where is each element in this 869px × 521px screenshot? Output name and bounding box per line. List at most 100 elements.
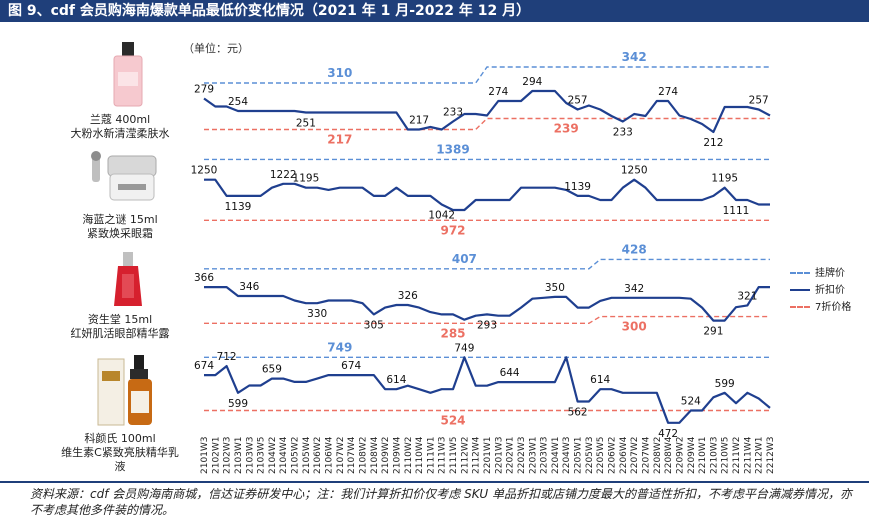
data-label: 326	[398, 290, 418, 302]
data-label: 350	[545, 282, 565, 294]
product-desc: 紧致焕采眼霜	[87, 227, 153, 240]
data-label: 346	[239, 281, 259, 293]
data-label: 524	[681, 396, 701, 408]
legend-swatch	[790, 306, 810, 308]
data-label: 659	[262, 364, 282, 376]
data-label: 217	[409, 115, 429, 127]
data-label: 712	[217, 351, 237, 363]
data-label: 285	[440, 326, 465, 340]
data-label: 1139	[564, 181, 591, 193]
x-tick-label: 2106W4	[325, 436, 335, 474]
data-label: 614	[590, 374, 610, 386]
product-desc: 红妍肌活眼部精华露	[70, 327, 170, 340]
data-label: 305	[364, 319, 384, 331]
product-label-lamer: 海蓝之谜 15ml 紧致焕采眼霜	[60, 213, 180, 241]
x-tick-label: 2207W2	[630, 436, 640, 474]
x-tick-label: 2105W2	[291, 436, 301, 474]
data-label: 294	[522, 76, 542, 88]
data-label: 1195	[711, 173, 738, 185]
x-tick-label: 2202W3	[517, 436, 527, 474]
legend-label: 7折价格	[815, 302, 852, 313]
legend-item-discount: 折扣价	[790, 281, 845, 296]
serum-box-icon	[97, 355, 152, 426]
x-tick-label: 2205W3	[585, 436, 595, 474]
x-tick-label: 2103W3	[245, 436, 255, 474]
list-price-line	[204, 66, 770, 84]
discount-price-line	[204, 286, 770, 322]
source-note: 资料来源：cdf 会员购海南商城，信达证券研发中心；注：我们计算折扣价仅考虑 S…	[0, 481, 869, 521]
legend-label: 折扣价	[815, 285, 845, 296]
x-tick-label: 2105W4	[302, 436, 312, 474]
data-label: 233	[443, 107, 463, 119]
x-tick-label: 2210W1	[698, 436, 708, 474]
discount-price-line	[204, 356, 771, 424]
x-tick-label: 2107W4	[347, 436, 357, 474]
x-tick-label: 2109W4	[392, 436, 402, 474]
legend-item-list: 挂牌价	[790, 264, 845, 279]
data-label: 1195	[293, 173, 320, 185]
product-desc: 维生素C紧致亮肤精华乳液	[61, 446, 179, 473]
data-label: 1111	[723, 205, 750, 217]
product-desc: 大粉水新清滢柔肤水	[70, 127, 170, 140]
toner-bottle-icon	[113, 42, 143, 107]
data-label: 614	[386, 374, 406, 386]
product-name: 资生堂 15ml	[87, 313, 153, 326]
x-tick-label: 2205W5	[596, 436, 606, 474]
data-label: 274	[658, 86, 678, 98]
x-tick-label: 2111W1	[426, 436, 436, 474]
data-label: 524	[440, 414, 465, 428]
x-tick-label: 2211W2	[732, 436, 742, 474]
data-label: 233	[613, 127, 633, 139]
data-label: 212	[703, 137, 723, 149]
data-label: 239	[554, 122, 579, 136]
data-label: 321	[737, 290, 757, 302]
x-tick-label: 2206W2	[608, 436, 618, 474]
data-label: 293	[477, 319, 497, 331]
serum-bottle-icon	[114, 252, 142, 306]
data-label: 330	[307, 308, 327, 320]
product-label-lancome: 兰蔻 400ml 大粉水新清滢柔肤水	[60, 113, 180, 141]
data-label: 1389	[436, 142, 469, 156]
x-tick-label: 2210W3	[709, 436, 719, 474]
legend-swatch	[790, 272, 810, 274]
data-label: 1250	[621, 165, 648, 177]
data-label: 562	[568, 407, 588, 419]
x-tick-label: 2202W1	[506, 436, 516, 474]
legend-label: 挂牌价	[815, 268, 845, 279]
x-tick-label: 2101W3	[200, 436, 210, 474]
data-label: 599	[228, 398, 248, 410]
data-label: 366	[194, 272, 214, 284]
data-label: 291	[703, 326, 723, 338]
data-label: 674	[341, 360, 361, 372]
data-label: 342	[624, 283, 644, 295]
x-tick-label: 2106W2	[313, 436, 323, 474]
product-name: 海蓝之谜 15ml	[82, 213, 158, 226]
x-tick-label: 2110W2	[404, 436, 414, 474]
list-price-line	[204, 258, 770, 270]
data-label: 279	[194, 84, 214, 96]
x-tick-label: 2211W4	[743, 436, 753, 474]
x-tick-label: 2203W1	[528, 436, 538, 474]
product-name: 兰蔻 400ml	[89, 113, 151, 126]
x-tick-label: 2208W2	[653, 436, 663, 474]
data-label: 310	[327, 66, 352, 80]
x-tick-label: 2102W3	[223, 436, 233, 474]
product-label-shiseido: 资生堂 15ml 红妍肌活眼部精华露	[60, 313, 180, 341]
data-label: 674	[194, 360, 214, 372]
data-label: 254	[228, 96, 248, 108]
x-tick-label: 2107W2	[336, 436, 346, 474]
data-label: 1139	[225, 201, 252, 213]
data-label: 300	[622, 320, 647, 334]
data-label: 472	[658, 428, 678, 440]
x-tick-label: 2210W5	[721, 436, 731, 474]
x-tick-label: 2204W1	[551, 436, 561, 474]
data-label: 599	[715, 378, 735, 390]
x-tick-label: 2103W1	[234, 436, 244, 474]
data-label: 972	[440, 223, 465, 237]
x-tick-label: 2111W5	[449, 436, 459, 474]
x-tick-label: 2212W1	[755, 436, 765, 474]
discount-price-line	[203, 89, 771, 134]
seven-price-line	[204, 315, 770, 324]
data-label: 644	[500, 367, 520, 379]
x-tick-label: 2207W4	[642, 436, 652, 474]
